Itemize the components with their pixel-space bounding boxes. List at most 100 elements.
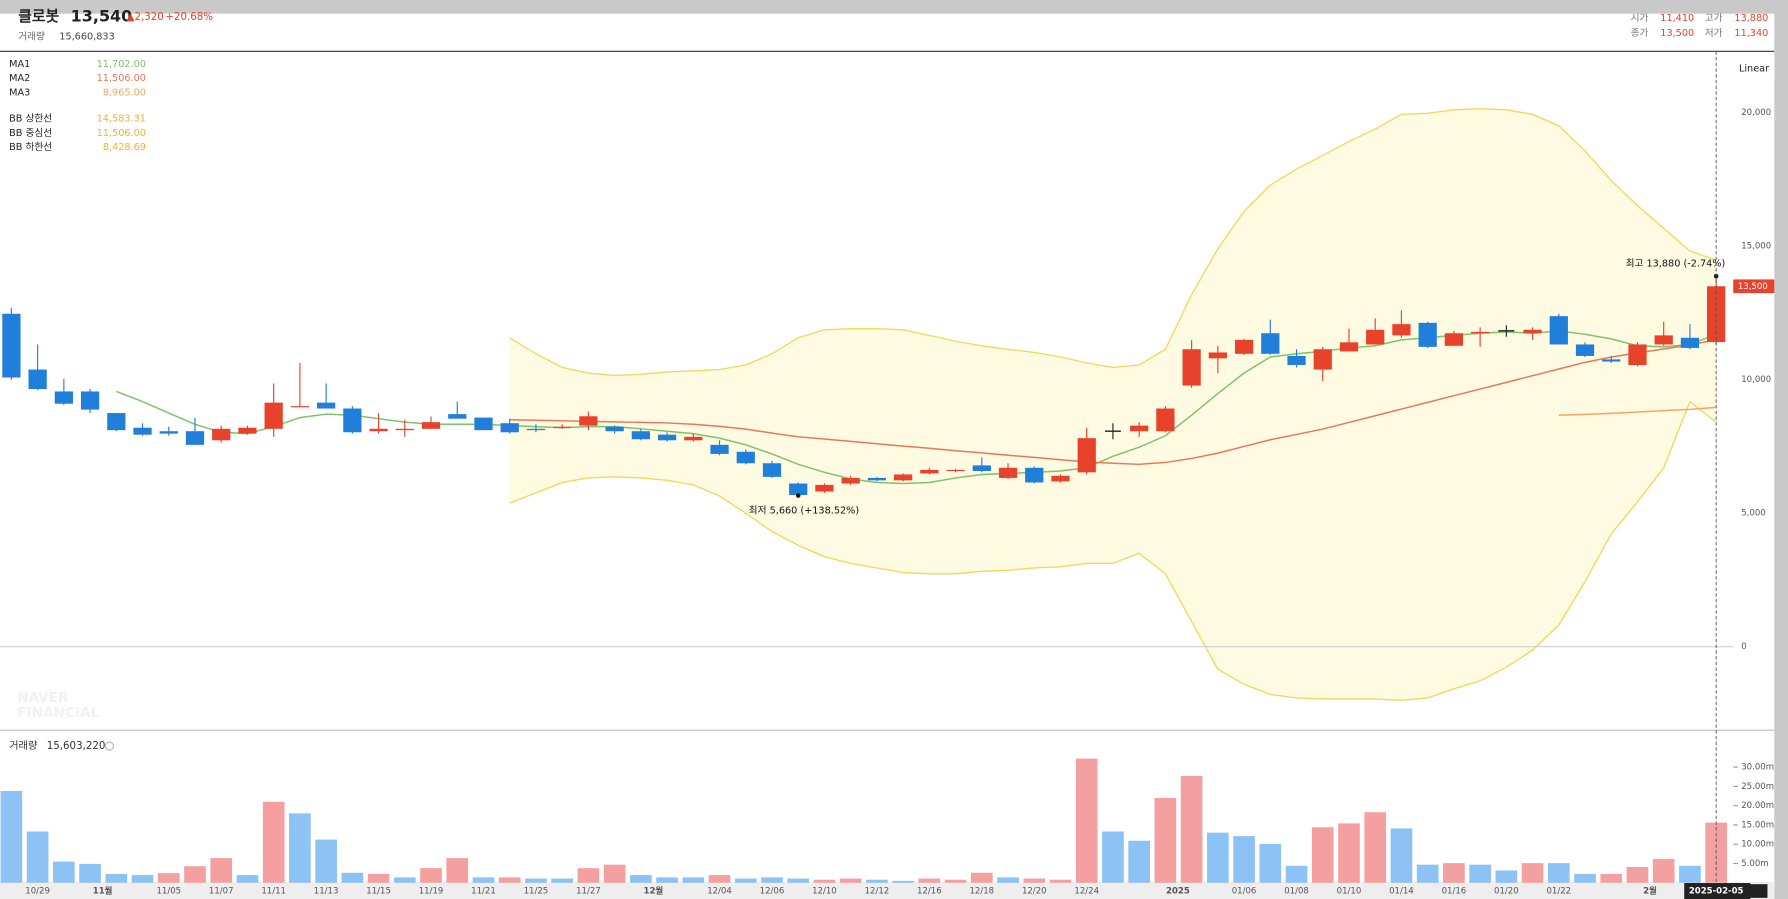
x-tick-label: 11월 bbox=[93, 885, 113, 897]
volume-tick-label: 30.00m bbox=[1741, 763, 1774, 773]
y-tick-label: 20,000 bbox=[1741, 108, 1771, 118]
volume-bar bbox=[1521, 863, 1544, 883]
volume-bar bbox=[682, 877, 705, 883]
volume-bar bbox=[1180, 775, 1203, 883]
candle-body bbox=[1208, 352, 1227, 359]
volume-bar bbox=[472, 877, 495, 883]
candle-body bbox=[474, 417, 493, 431]
volume-tick-label: 25.00m bbox=[1741, 782, 1774, 792]
candle-body bbox=[1680, 337, 1700, 348]
candle-body bbox=[1339, 342, 1359, 352]
candle-body bbox=[264, 402, 283, 429]
volume-bar bbox=[210, 858, 233, 883]
candle-body bbox=[1654, 335, 1673, 345]
volume-bar bbox=[393, 877, 416, 883]
volume-bar bbox=[498, 877, 521, 883]
volume-legend-name: 거래량 bbox=[9, 740, 38, 752]
x-axis-bar bbox=[0, 881, 1775, 899]
candle-body bbox=[1234, 339, 1254, 354]
x-tick-label: 11/25 bbox=[524, 887, 549, 897]
candle-body bbox=[369, 428, 388, 432]
candle-body bbox=[605, 426, 624, 432]
current-price-box bbox=[1733, 279, 1775, 294]
candle-body bbox=[894, 474, 913, 481]
volume-bar bbox=[970, 872, 993, 883]
candle-body bbox=[2, 313, 21, 378]
candle-body bbox=[1418, 322, 1437, 347]
quote-value: 11,340 bbox=[1734, 28, 1768, 39]
candle-body bbox=[1156, 408, 1175, 432]
candle-body bbox=[1575, 344, 1595, 356]
x-tick-label: 01/06 bbox=[1232, 887, 1257, 897]
x-tick-label: 11/15 bbox=[366, 887, 391, 897]
volume-bar bbox=[892, 880, 914, 883]
stock-price: 13,540 bbox=[71, 7, 133, 26]
quote-value: 11,410 bbox=[1660, 13, 1694, 24]
candle-body bbox=[1077, 438, 1096, 473]
x-tick-label: 12/24 bbox=[1074, 887, 1099, 897]
x-tick-label: 12/04 bbox=[707, 887, 732, 897]
candle-body bbox=[972, 465, 991, 471]
volume-bar bbox=[315, 839, 337, 883]
volume-bar bbox=[603, 864, 626, 883]
candle-body bbox=[920, 469, 939, 474]
candle-body bbox=[1025, 467, 1044, 483]
volume-tick-label: 10.00m bbox=[1741, 840, 1774, 850]
volume-settings-icon[interactable] bbox=[104, 741, 115, 751]
x-tick-label: 12/18 bbox=[969, 887, 994, 897]
candle-body bbox=[1261, 333, 1280, 354]
legend-name: BB 하한선 bbox=[9, 140, 52, 153]
candle-body bbox=[1366, 329, 1385, 345]
volume-bar bbox=[1311, 827, 1334, 883]
quote-name: 고가 bbox=[1705, 12, 1723, 24]
volume-bar bbox=[1364, 812, 1387, 883]
volume-tick-label: 5.00m bbox=[1741, 859, 1768, 869]
x-tick-label: 11/11 bbox=[261, 887, 286, 897]
volume-bar bbox=[420, 868, 442, 883]
scale-button[interactable] bbox=[1733, 57, 1775, 80]
watermark: FINANCIAL bbox=[17, 705, 100, 721]
candle-body bbox=[762, 463, 782, 477]
candle-body bbox=[54, 391, 73, 404]
volume-bar bbox=[1469, 864, 1491, 883]
legend-value: 14,583.31 bbox=[97, 114, 146, 125]
candle-body bbox=[343, 408, 362, 433]
candle-body bbox=[1549, 316, 1568, 345]
candle-body bbox=[736, 451, 755, 464]
volume-bar bbox=[367, 873, 390, 883]
volume-bar bbox=[1600, 873, 1623, 883]
candle-body bbox=[841, 477, 860, 484]
band-layer bbox=[509, 108, 1717, 701]
price-change-pct: +20.68% bbox=[165, 11, 213, 23]
scale-button-label[interactable]: Linear bbox=[1739, 63, 1769, 74]
volume-bar bbox=[1075, 758, 1098, 883]
candle-body bbox=[1313, 349, 1332, 370]
legend-name: MA2 bbox=[9, 73, 30, 84]
volume-bar bbox=[1416, 864, 1439, 883]
legend-value: 8,965.00 bbox=[103, 87, 146, 98]
volume-bar bbox=[866, 879, 888, 883]
candle-body bbox=[133, 427, 152, 435]
legend-name: MA1 bbox=[9, 59, 30, 70]
volume-bar bbox=[79, 863, 101, 883]
candle-body bbox=[1444, 333, 1464, 346]
candle-body bbox=[448, 414, 467, 419]
x-tick-label: 12/20 bbox=[1022, 887, 1047, 897]
volume-bar bbox=[184, 866, 206, 883]
volume-bar bbox=[577, 868, 600, 883]
x-tick-label: 11/19 bbox=[419, 887, 444, 897]
ma-line bbox=[1558, 406, 1717, 416]
volume-bar bbox=[446, 858, 469, 883]
volume-bar bbox=[341, 872, 364, 883]
volume-bar bbox=[1574, 873, 1596, 883]
high-annotation: 최고 13,880 (-2.74%) bbox=[1626, 258, 1726, 270]
volume-bar bbox=[0, 791, 23, 883]
candle-body bbox=[579, 416, 598, 426]
x-tick-label: 12/10 bbox=[812, 887, 837, 897]
candle-body bbox=[684, 436, 703, 441]
bb-lower-line bbox=[509, 400, 1717, 701]
y-tick-label: 15,000 bbox=[1741, 242, 1771, 252]
x-tick-label: 11/21 bbox=[471, 887, 496, 897]
x-tick-label: 01/08 bbox=[1284, 887, 1309, 897]
